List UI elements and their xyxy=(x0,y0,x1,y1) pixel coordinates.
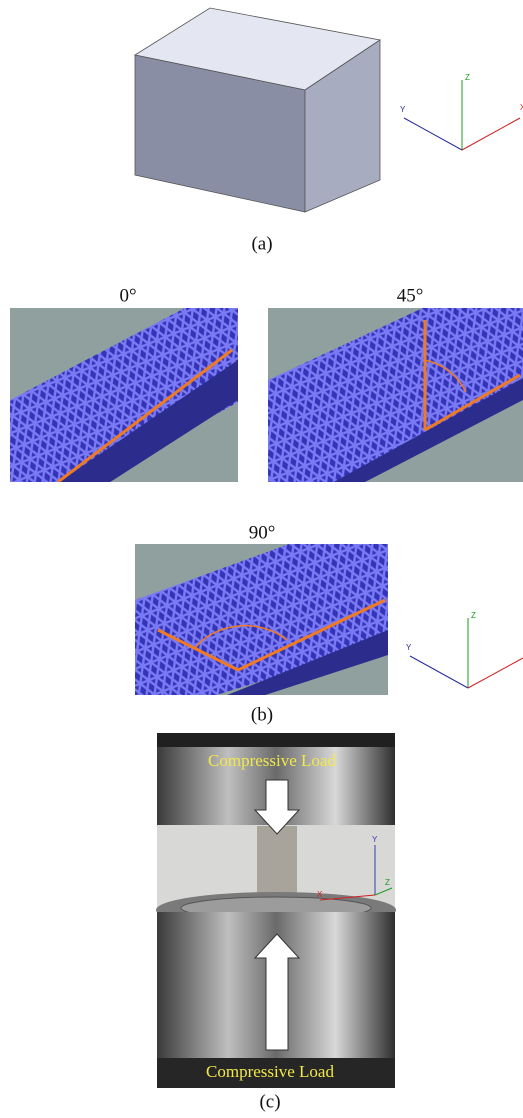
lattice-image xyxy=(135,540,395,700)
axis-label: Y xyxy=(406,643,412,652)
axis-label: Z xyxy=(385,878,390,887)
axis-label: Y xyxy=(372,835,378,844)
caption: (c) xyxy=(259,1091,280,1112)
lattice-image xyxy=(10,300,260,495)
block xyxy=(135,8,380,212)
axis-label: X xyxy=(317,890,323,899)
axis-label: Z xyxy=(471,611,476,620)
angle-label: 0° xyxy=(119,285,136,306)
caption: (a) xyxy=(251,233,272,254)
test-photo xyxy=(156,733,396,1088)
load-label: Compressive Load xyxy=(206,1062,334,1081)
angle-label: 90° xyxy=(249,522,276,543)
figure: Z Y X (a) 0° 45° 90° Z Y X (b) xyxy=(0,0,523,1118)
load-label: Compressive Load xyxy=(208,751,336,770)
axis-label: Y xyxy=(400,105,406,114)
caption: (b) xyxy=(251,704,273,725)
axis-label: Z xyxy=(465,73,470,82)
angle-label: 45° xyxy=(397,285,424,306)
figure-canvas: Z Y X (a) 0° 45° 90° Z Y X (b) xyxy=(0,0,523,1118)
axis-triad: Z Y X xyxy=(406,611,523,688)
lattice-image xyxy=(268,300,523,495)
axis-triad: Z Y X xyxy=(400,73,523,150)
